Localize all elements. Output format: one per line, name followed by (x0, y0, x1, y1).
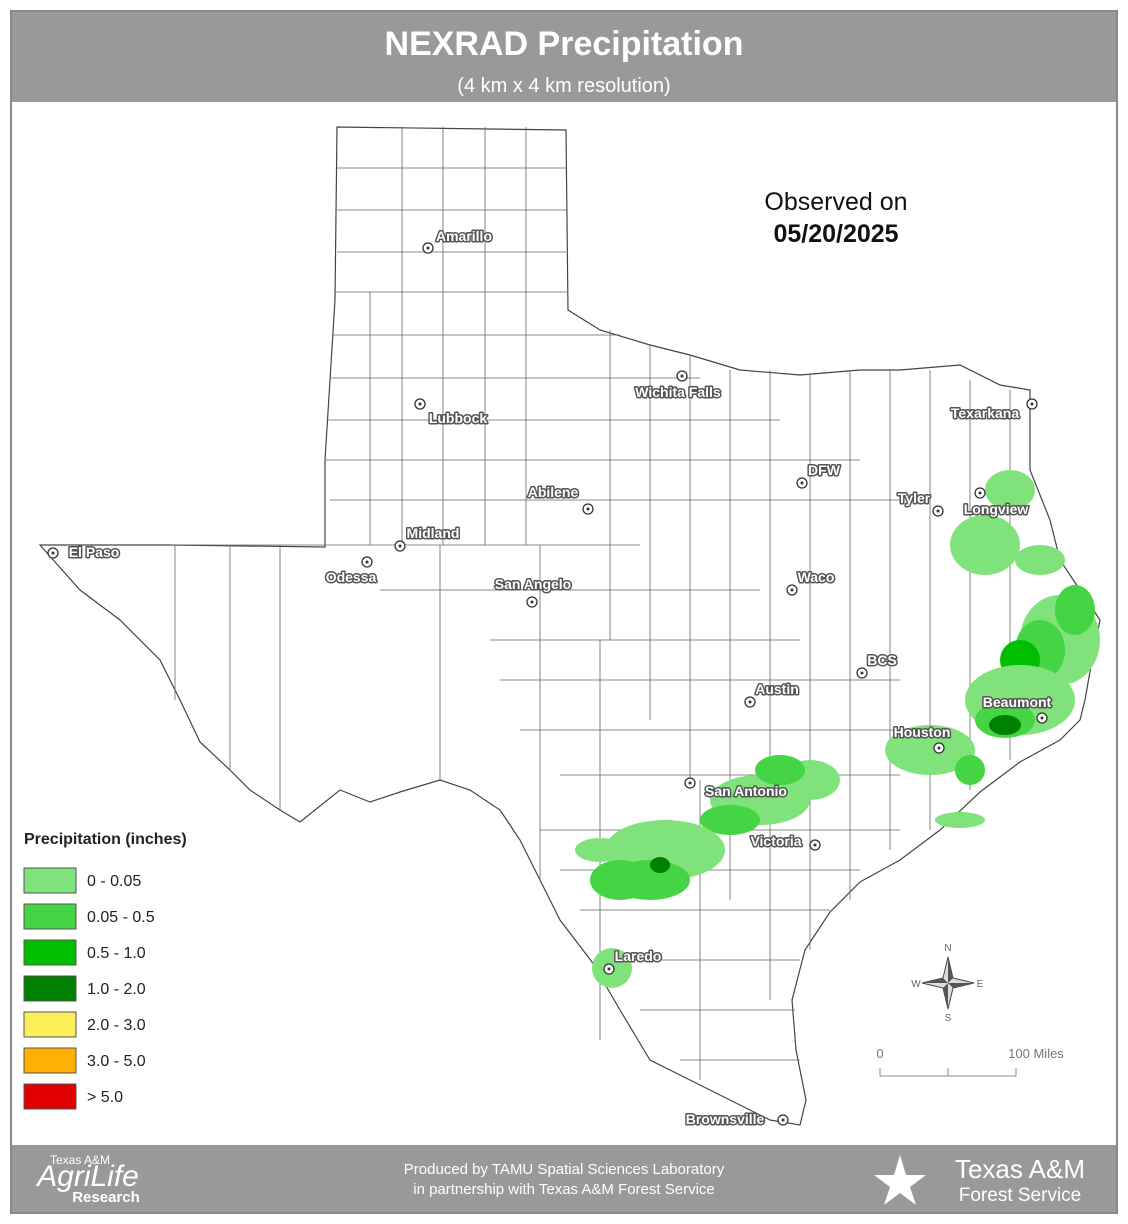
city-label: Brownsville (686, 1111, 765, 1127)
compass-s: S (945, 1013, 952, 1024)
footer-band (12, 1145, 1116, 1212)
city-label: Houston (894, 724, 951, 740)
agrilife-main: AgriLife (35, 1160, 139, 1193)
city-dot (418, 402, 422, 406)
city-dot (607, 967, 611, 971)
precip-area (1055, 585, 1095, 635)
precip-area (935, 812, 985, 828)
city-label: Austin (755, 681, 799, 697)
city-dot (688, 781, 692, 785)
city-label: Wichita Falls (635, 384, 721, 400)
city-dot (1040, 716, 1044, 720)
legend-swatch (23, 1083, 77, 1110)
texas-map: Amarillo Lubbock Wichita Falls Texarkana DFW… (38, 126, 1101, 1129)
county-lines (170, 127, 1011, 1080)
compass-w: W (911, 979, 921, 990)
compass-e: E (977, 979, 984, 990)
city-label: Texarkana (951, 405, 1019, 421)
city-label: Tyler (898, 490, 931, 506)
city-dot (680, 374, 684, 378)
footer-line2: in partnership with Texas A&M Forest Ser… (413, 1181, 715, 1198)
compass: N E S W (911, 943, 983, 1024)
header-band (12, 12, 1116, 102)
legend-swatch (23, 939, 77, 966)
forest-bottom: Forest Service (959, 1185, 1081, 1206)
legend-label: > 5.0 (87, 1089, 123, 1106)
legend-swatch (23, 1047, 77, 1074)
legend-label: 0.05 - 0.5 (87, 909, 155, 926)
precip-area (590, 860, 650, 900)
city-label: DFW (808, 462, 841, 478)
title: NEXRAD Precipitation (385, 25, 744, 63)
legend-label: 1.0 - 2.0 (87, 981, 146, 998)
scale-bar (879, 1068, 1017, 1077)
city-label: Amarillo (436, 228, 492, 244)
texas-outline (38, 126, 1101, 1126)
city-dot (530, 600, 534, 604)
compass-n: N (944, 943, 951, 954)
forest-star (874, 1155, 926, 1205)
city-label: Laredo (615, 948, 662, 964)
city-dot (398, 544, 402, 548)
agrilife-bottom: Research (72, 1189, 140, 1206)
city-label: Waco (798, 569, 835, 585)
precip-area (885, 725, 975, 775)
city-dot (860, 671, 864, 675)
city-dot (1030, 402, 1034, 406)
cities: Amarillo Lubbock Wichita Falls Texarkana DFW… (47, 227, 1053, 1129)
agrilife-top: Texas A&M (50, 1153, 110, 1167)
city-label: Lubbock (429, 410, 488, 426)
city-dot (790, 588, 794, 592)
city-label: Longview (964, 501, 1029, 517)
observed-label: Observed on (764, 188, 907, 216)
precip-area (650, 857, 670, 873)
precip-area (955, 755, 985, 785)
precip-area (700, 805, 760, 835)
precip-area (755, 755, 805, 785)
legend-label: 0.5 - 1.0 (87, 945, 146, 962)
legend-label: 2.0 - 3.0 (87, 1017, 146, 1034)
legend-swatch (23, 867, 77, 894)
city-dot (813, 843, 817, 847)
subtitle: (4 km x 4 km resolution) (457, 75, 670, 97)
city-label: Abilene (528, 484, 579, 500)
city-dot (586, 507, 590, 511)
legend-label: 0 - 0.05 (87, 873, 141, 890)
city-label: Beaumont (983, 694, 1052, 710)
city-label: Odessa (326, 569, 377, 585)
city-label: San Antonio (705, 783, 787, 799)
precip-area (575, 838, 625, 862)
legend: 0 - 0.05 0.05 - 0.5 0.5 - 1.0 1.0 - 2.0 2.0 … (23, 867, 155, 1110)
city-dot (365, 560, 369, 564)
city-label: Victoria (750, 833, 801, 849)
city-label: Midland (407, 525, 460, 541)
city-dot (800, 481, 804, 485)
city-dot (937, 746, 941, 750)
city-dot (978, 491, 982, 495)
city-label: El Paso (69, 544, 120, 560)
legend-label: 3.0 - 5.0 (87, 1053, 146, 1070)
city-dot (748, 700, 752, 704)
footer-line1: Produced by TAMU Spatial Sciences Labora… (404, 1161, 725, 1178)
scale-end: 100 Miles (1008, 1046, 1064, 1061)
precip-area (989, 715, 1021, 735)
legend-swatch (23, 903, 77, 930)
forest-top: Texas A&M (955, 1154, 1085, 1184)
precip-area (950, 515, 1020, 575)
city-label: BCS (867, 652, 897, 668)
precip-area (1015, 545, 1065, 575)
city-dot (51, 551, 55, 555)
observed-date: 05/20/2025 (773, 220, 898, 248)
legend-swatch (23, 975, 77, 1002)
city-dot (781, 1118, 785, 1122)
city-dot (426, 246, 430, 250)
city-dot (936, 509, 940, 513)
legend-swatch (23, 1011, 77, 1038)
legend-title: Precipitation (inches) (24, 831, 187, 848)
precip-area (985, 470, 1035, 510)
city-label: San Angelo (495, 576, 572, 592)
scale-start: 0 (876, 1046, 883, 1061)
precipitation-areas (575, 470, 1100, 988)
